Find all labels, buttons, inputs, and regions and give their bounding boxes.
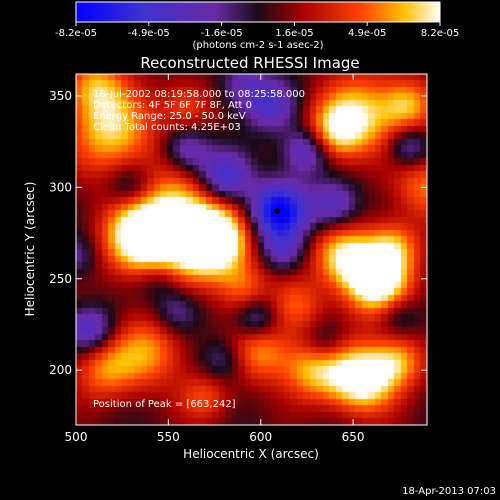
annotation-detectors: Detectors: 4F 5F 6F 7F 8F, Att 0 (93, 100, 252, 111)
colorbar-tick-label: -1.6e-05 (201, 28, 243, 39)
x-tick-label: 550 (157, 430, 180, 444)
peak-marker (274, 208, 281, 215)
y-tick-label: 200 (49, 363, 72, 377)
y-axis-label: Heliocentric Y (arcsec) (23, 182, 37, 317)
colorbar-tick-label: -4.9e-05 (128, 28, 170, 39)
peak-position-label: Position of Peak = [663,242] (93, 399, 236, 410)
colorbar (75, 1, 441, 23)
x-tick-label: 600 (249, 430, 272, 444)
annotation-energy-range: Energy Range: 25.0 - 50.0 keV (93, 111, 246, 122)
colorbar-tick-label: -8.2e-05 (55, 28, 97, 39)
y-tick-label: 250 (49, 272, 72, 286)
annotation-time-range: 18-Jul-2002 08:19:58.000 to 08:25:58.000 (93, 89, 305, 100)
x-tick-label: 650 (342, 430, 365, 444)
colorbar-tick-label: 1.6e-05 (275, 28, 313, 39)
heatmap-image (76, 74, 427, 425)
y-tick-label: 300 (49, 180, 72, 194)
footer-timestamp: 18-Apr-2013 07:03 (402, 486, 496, 497)
y-axis: 200 250 300 350 (49, 89, 427, 377)
annotation-clean-counts: Clean Total counts: 4.25E+03 (93, 122, 241, 133)
y-tick-label: 350 (49, 89, 72, 103)
x-tick-label: 500 (65, 430, 88, 444)
colorbar-units-label: (photons cm-2 s-1 asec-2) (192, 40, 323, 51)
colorbar-tick-label: 8.2e-05 (421, 28, 459, 39)
chart-title: Reconstructed RHESSI Image (140, 54, 359, 72)
colorbar-tick-label: 4.9e-05 (348, 28, 386, 39)
plot-frame (75, 73, 428, 426)
colorbar-ticks: -8.2e-05 -4.9e-05 -1.6e-05 1.6e-05 4.9e-05 8.… (55, 22, 459, 39)
x-axis-label: Heliocentric X (arcsec) (183, 447, 319, 461)
x-axis: 500 550 600 650 (65, 74, 365, 444)
